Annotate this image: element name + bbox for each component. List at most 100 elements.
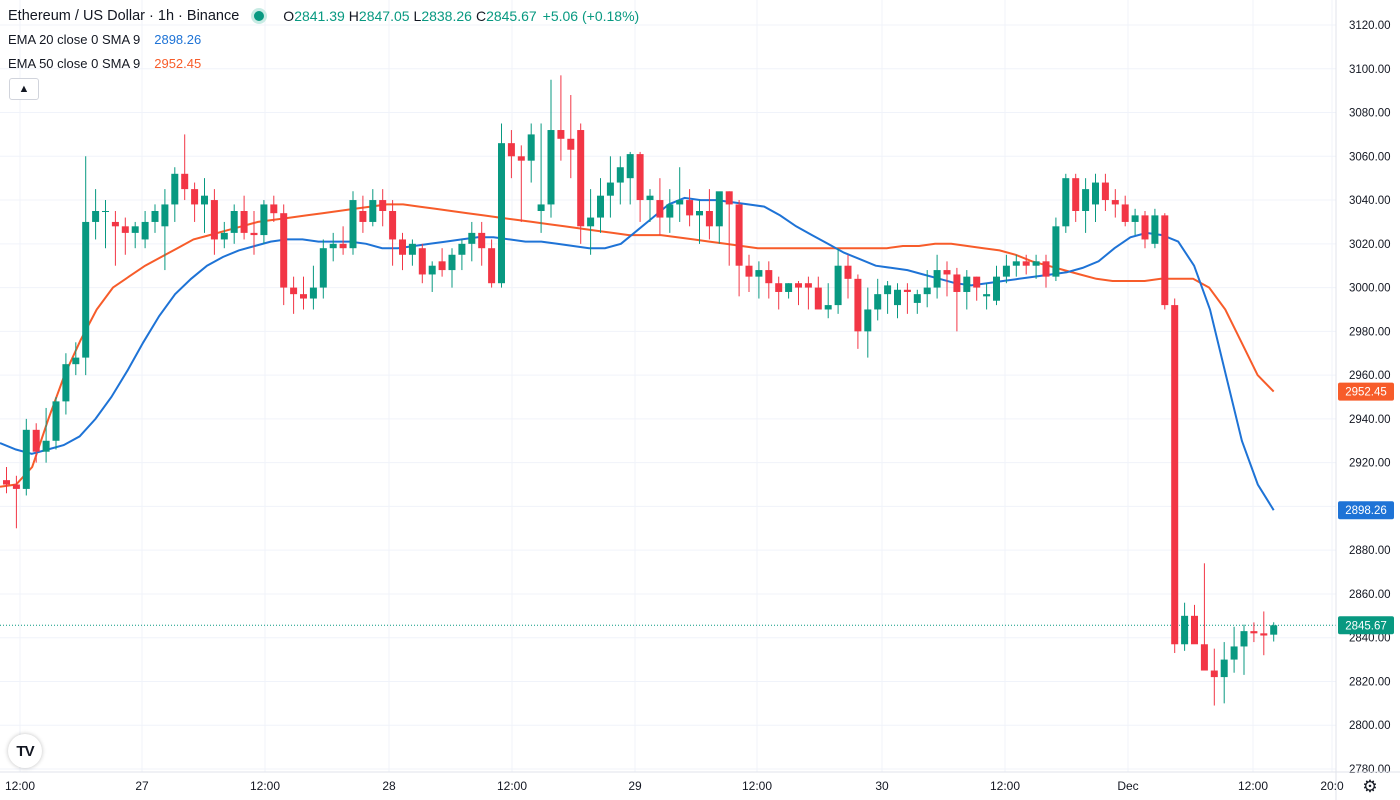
price-axis: 3120.00 3100.00 3080.00 3060.00 3040.00 3020.… xyxy=(1335,0,1394,800)
candle-body xyxy=(1161,215,1169,306)
candle xyxy=(161,189,169,271)
candle xyxy=(705,189,713,240)
candle-body xyxy=(280,213,288,288)
candle xyxy=(1240,624,1248,675)
market-status-icon[interactable] xyxy=(251,8,268,24)
candle-body xyxy=(745,265,753,277)
candle-body xyxy=(1012,261,1020,266)
candle xyxy=(894,283,901,319)
candle xyxy=(775,276,783,310)
candle xyxy=(131,221,139,249)
candle-body xyxy=(735,204,743,266)
candle-body xyxy=(953,274,961,292)
candle-body xyxy=(1230,646,1238,660)
candle xyxy=(557,75,565,161)
candle xyxy=(1012,254,1020,277)
candle xyxy=(1052,217,1060,282)
candle xyxy=(141,211,149,249)
candle xyxy=(606,156,614,218)
candle xyxy=(874,278,882,321)
price-tick-label: 2780.00 xyxy=(1349,764,1391,776)
candle xyxy=(676,167,684,222)
price-tick-label: 2920.00 xyxy=(1349,458,1391,470)
candle xyxy=(854,274,862,349)
candle xyxy=(22,418,30,496)
candle xyxy=(448,248,456,288)
ema20-legend[interactable]: EMA 20 close 0 SMA 9 2898.26 xyxy=(8,30,639,50)
candle-body xyxy=(1072,178,1080,211)
candle-body xyxy=(973,276,981,288)
candle-body xyxy=(448,254,456,271)
price-badge-label: 2845.67 xyxy=(1345,620,1387,632)
candle xyxy=(1101,173,1109,211)
candle-body xyxy=(3,480,10,485)
candle xyxy=(666,189,674,233)
candle-body xyxy=(795,283,802,288)
collapse-legend-button[interactable]: ▲ xyxy=(9,78,39,100)
candle-body xyxy=(517,156,525,161)
candle xyxy=(1260,611,1268,656)
candle-body xyxy=(676,200,684,205)
candle-body xyxy=(864,309,872,332)
candle-body xyxy=(1200,644,1208,671)
candle-body xyxy=(1171,305,1179,645)
time-tick-label: 12:00 xyxy=(250,779,280,793)
time-tick-label: 28 xyxy=(382,779,396,793)
candle xyxy=(121,217,129,255)
price-badge: 2898.26 xyxy=(1338,501,1394,520)
candle xyxy=(3,467,10,494)
candle xyxy=(983,283,991,310)
candle xyxy=(171,167,179,222)
candle xyxy=(765,261,773,299)
candle-body xyxy=(468,232,476,244)
low-value: 2838.26 xyxy=(421,8,472,24)
candle-body xyxy=(250,232,258,236)
candle-body xyxy=(22,429,30,489)
candle-body xyxy=(102,211,109,212)
tradingview-logo[interactable]: TV xyxy=(8,734,42,768)
candle xyxy=(1230,626,1238,673)
candle-body xyxy=(1220,659,1228,678)
candle-body xyxy=(547,130,555,205)
symbol-title[interactable]: Ethereum / US Dollar · 1h · Binance xyxy=(8,8,240,24)
candle-body xyxy=(567,138,575,150)
time-tick-label: 12:00 xyxy=(5,779,35,793)
time-tick-label: 12:00 xyxy=(1238,779,1268,793)
candle-body xyxy=(1022,261,1030,266)
time-tick-label: 30 xyxy=(875,779,889,793)
candle xyxy=(616,156,624,205)
candle xyxy=(1002,254,1010,284)
gear-icon[interactable]: ⚙ xyxy=(1362,777,1378,796)
candle-body xyxy=(121,226,129,233)
price-tick-label: 3120.00 xyxy=(1349,20,1391,32)
candle-body xyxy=(1002,265,1010,277)
price-tick-label: 3040.00 xyxy=(1349,195,1391,207)
candle-body xyxy=(587,217,595,227)
candle-body xyxy=(537,204,545,211)
candle-body xyxy=(191,189,199,205)
candle-body xyxy=(488,248,496,284)
time-tick-label: 20:0 xyxy=(1320,779,1344,793)
candle xyxy=(547,79,555,218)
candle-body xyxy=(408,243,416,255)
open-label: O xyxy=(283,8,295,24)
candle xyxy=(62,353,70,415)
price-tick-label: 2980.00 xyxy=(1349,326,1391,338)
price-tick-label: 3060.00 xyxy=(1349,151,1391,163)
chevron-up-icon: ▲ xyxy=(18,83,30,95)
candle-body xyxy=(666,204,674,218)
candle xyxy=(151,204,159,233)
candle-body xyxy=(725,191,733,205)
time-tick-label: 12:00 xyxy=(990,779,1020,793)
candle-body xyxy=(161,204,169,227)
candle-body xyxy=(72,357,80,365)
candle-body xyxy=(626,154,634,179)
ema50-legend[interactable]: EMA 50 close 0 SMA 9 2952.45 xyxy=(8,54,639,74)
candle xyxy=(785,283,793,299)
close-label: C xyxy=(475,8,487,24)
candle-body xyxy=(399,239,406,255)
candle-body xyxy=(1131,215,1139,222)
candle xyxy=(300,276,307,310)
candle xyxy=(567,95,575,179)
